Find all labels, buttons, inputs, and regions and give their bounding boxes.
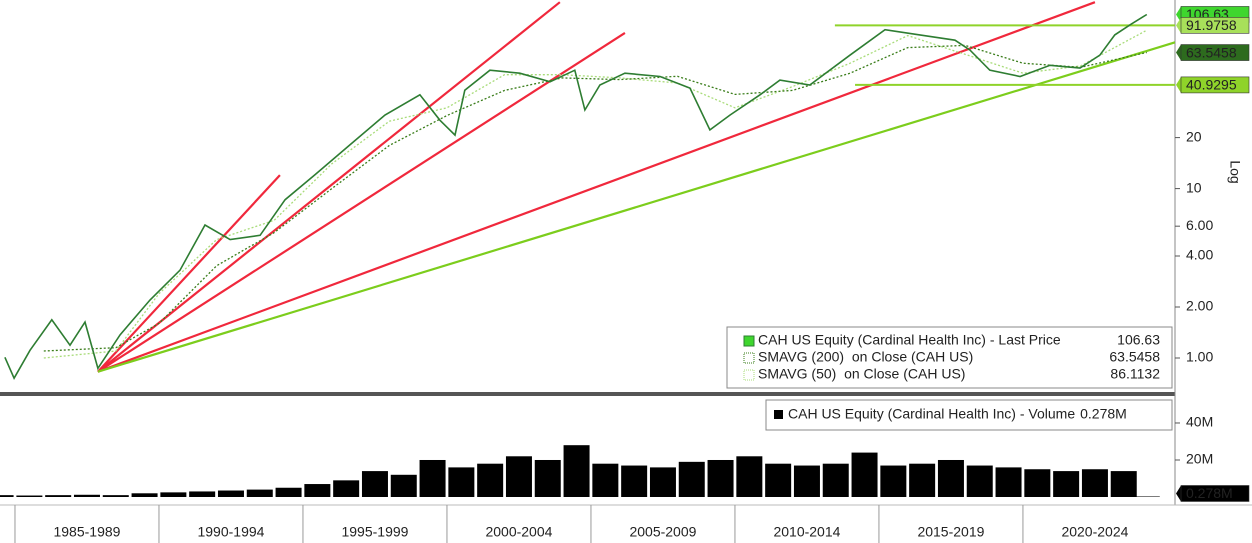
- volume-bar: [390, 474, 417, 497]
- flag-pointer: [1176, 76, 1181, 93]
- volume-bar: [217, 490, 244, 497]
- volume-bar: [102, 495, 129, 497]
- volume-bar: [534, 459, 561, 497]
- volume-bar: [851, 452, 878, 497]
- y-tick-label: 20M: [1186, 451, 1213, 467]
- volume-bar: [822, 463, 849, 497]
- trend-line: [97, 174, 281, 373]
- legend-label: CAH US Equity (Cardinal Health Inc) - Vo…: [788, 406, 1075, 422]
- volume-bar: [1110, 471, 1137, 497]
- volume-bar: [592, 463, 619, 497]
- x-tick-label: 2020-2024: [1061, 524, 1128, 540]
- flag-pointer: [1176, 44, 1181, 61]
- volume-bar: [246, 489, 273, 497]
- legend-swatch: [774, 410, 783, 419]
- volume-bar: [160, 492, 187, 497]
- volume-bar: [880, 465, 907, 497]
- y-tick-label: 20: [1186, 128, 1202, 144]
- legend-swatch: [743, 369, 755, 381]
- price-line: [4, 13, 1148, 380]
- trend-line: [97, 31, 626, 373]
- flag-pointer: [1176, 485, 1181, 502]
- legend-value: 0.278M: [1080, 406, 1127, 422]
- volume-bar: [649, 467, 676, 497]
- volume-bar: [1133, 496, 1160, 497]
- volume-bar: [909, 463, 936, 497]
- legend-label: SMAVG (50) on Close (CAH US): [758, 366, 965, 382]
- volume-panel: 40M 20M 0.278M CAH US Equity (Cardinal Heal…: [0, 399, 1250, 543]
- flag-label: 91.9758: [1186, 17, 1237, 33]
- sma-line: [43, 29, 1148, 359]
- flag-box: [1180, 485, 1250, 502]
- flag-box: [1180, 76, 1250, 94]
- y-tick-label: 1.00: [1186, 349, 1213, 365]
- volume-bar: [0, 495, 14, 497]
- panel-divider: [0, 392, 1175, 396]
- flag-pointer: [1176, 17, 1181, 34]
- price-panel: 1.00 2.00 4.00 6.00 10 20 Log 106.63 91.9758 63.5…: [4, 1, 1250, 389]
- volume-bar: [1081, 469, 1108, 497]
- volume-bar: [477, 463, 504, 497]
- volume-bar: [995, 467, 1022, 497]
- x-tick-label: 1985-1989: [53, 524, 120, 540]
- volume-bar: [1024, 469, 1051, 497]
- y-axis-label: Log: [1227, 160, 1243, 183]
- flag-pointer: [1176, 6, 1181, 23]
- legend-value: 63.5458: [1109, 349, 1160, 365]
- volume-bar: [45, 495, 72, 497]
- x-tick-label: 2000-2004: [485, 524, 552, 540]
- volume-bar: [678, 461, 705, 497]
- volume-bar: [736, 456, 763, 497]
- flag-box: [1180, 44, 1250, 61]
- volume-bar: [419, 459, 446, 497]
- legend-value: 106.63: [1117, 332, 1160, 348]
- y-tick-label: 6.00: [1186, 217, 1213, 233]
- volume-bar: [275, 487, 302, 497]
- legend-box: [726, 326, 1173, 389]
- legend-swatch: [743, 335, 755, 347]
- volume-bar: [621, 465, 648, 497]
- x-tick-label: 2015-2019: [917, 524, 984, 540]
- flag-label: 63.5458: [1186, 44, 1237, 60]
- y-tick-label: 40M: [1186, 414, 1213, 430]
- flag-label: 40.9295: [1186, 77, 1237, 93]
- y-tick-label: 4.00: [1186, 247, 1213, 263]
- legend-label: CAH US Equity (Cardinal Health Inc) - La…: [758, 332, 1061, 348]
- volume-bar: [505, 456, 532, 497]
- volume-bar: [563, 445, 590, 497]
- y-tick-label: 10: [1186, 179, 1202, 195]
- x-tick-label: 2005-2009: [629, 524, 696, 540]
- x-tick-label: 1990-1994: [197, 524, 264, 540]
- legend-value: 86.1132: [1110, 366, 1160, 382]
- volume-bar: [189, 491, 216, 497]
- trend-line: [97, 1, 1096, 373]
- legend-label: SMAVG (200) on Close (CAH US): [758, 349, 973, 365]
- trend-line: [97, 41, 1175, 373]
- volume-bar: [73, 494, 100, 497]
- volume-bar: [765, 463, 792, 497]
- legend-box: [765, 399, 1173, 431]
- volume-bar: [707, 459, 734, 497]
- x-tick-label: 2010-2014: [773, 524, 840, 540]
- x-tick-label: 1995-1999: [341, 524, 408, 540]
- volume-bar: [793, 465, 820, 497]
- volume-bar: [966, 465, 993, 497]
- sma-line: [43, 44, 1147, 352]
- flag-box: [1180, 17, 1250, 34]
- volume-bar: [333, 480, 360, 497]
- y-tick-label: 2.00: [1186, 298, 1213, 314]
- plot-area: [4, 1, 1175, 380]
- volume-bar: [361, 471, 388, 497]
- trend-line: [97, 1, 561, 373]
- volume-bar: [131, 493, 158, 497]
- flag-label: 0.278M: [1186, 485, 1233, 501]
- volume-bar: [304, 484, 331, 497]
- legend-swatch: [743, 352, 755, 364]
- volume-bar: [448, 467, 475, 497]
- volume-bar: [16, 495, 43, 497]
- volume-bar: [937, 459, 964, 497]
- volume-bar: [1053, 471, 1080, 497]
